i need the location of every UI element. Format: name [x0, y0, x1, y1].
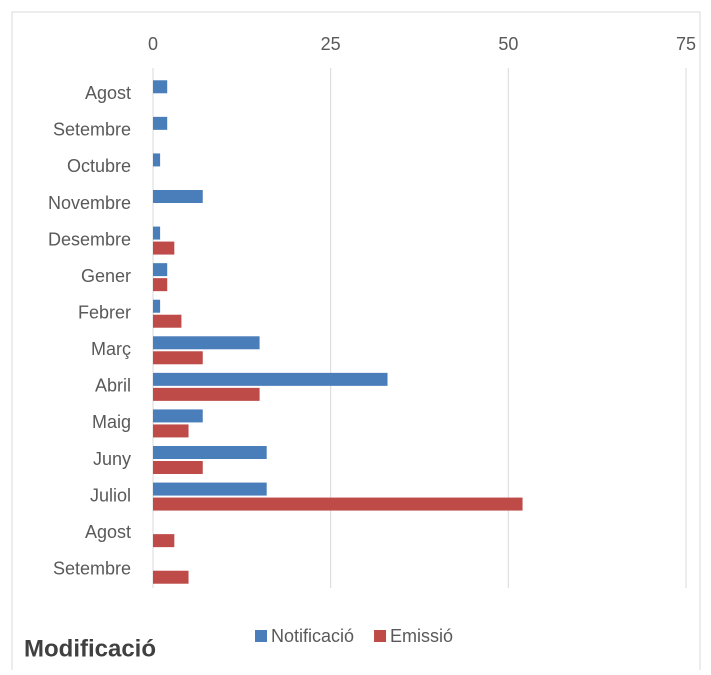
bar: [153, 424, 189, 438]
y-tick-label: Gener: [81, 266, 131, 286]
bar: [153, 570, 189, 584]
x-tick-label: 0: [148, 34, 158, 54]
y-tick-label: Març: [91, 339, 131, 359]
bar: [153, 351, 203, 365]
y-tick-label: Juliol: [90, 485, 131, 505]
bar: [153, 190, 203, 203]
bar: [153, 226, 161, 240]
chart-title: Modificació: [24, 635, 156, 662]
bar: [153, 116, 168, 130]
bar: [153, 314, 182, 328]
bar: [153, 299, 161, 313]
y-tick-label: Setembre: [53, 558, 131, 578]
y-tick-label: Desembre: [48, 229, 131, 249]
bar: [153, 446, 267, 459]
bar: [153, 278, 168, 292]
legend-swatch: [374, 630, 387, 642]
bar: [153, 482, 267, 496]
y-tick-label: Setembre: [53, 120, 131, 140]
y-tick-label: Maig: [92, 412, 131, 432]
y-tick-label: Febrer: [78, 302, 131, 322]
bar: [153, 534, 175, 548]
y-tick-label: Agost: [85, 522, 131, 542]
x-tick-label: 50: [498, 34, 518, 54]
bar: [153, 372, 388, 386]
bar: [153, 461, 203, 474]
bar: [153, 153, 161, 167]
bar: [153, 80, 168, 94]
legend-label: Notificació: [271, 626, 354, 646]
y-tick-label: Juny: [93, 449, 131, 469]
bar: [153, 241, 175, 255]
bar: [153, 263, 168, 277]
bar: [153, 387, 260, 401]
y-tick-label: Abril: [95, 376, 131, 396]
y-tick-label: Novembre: [48, 193, 131, 213]
bar: [153, 497, 523, 511]
x-tick-label: 25: [321, 34, 341, 54]
x-tick-label: 75: [676, 34, 696, 54]
y-tick-label: Octubre: [67, 156, 131, 176]
legend-swatch: [255, 630, 267, 642]
bar: [153, 409, 203, 423]
legend-label: Emissió: [390, 626, 453, 646]
bar: [153, 336, 260, 350]
y-tick-label: Agost: [85, 83, 131, 103]
